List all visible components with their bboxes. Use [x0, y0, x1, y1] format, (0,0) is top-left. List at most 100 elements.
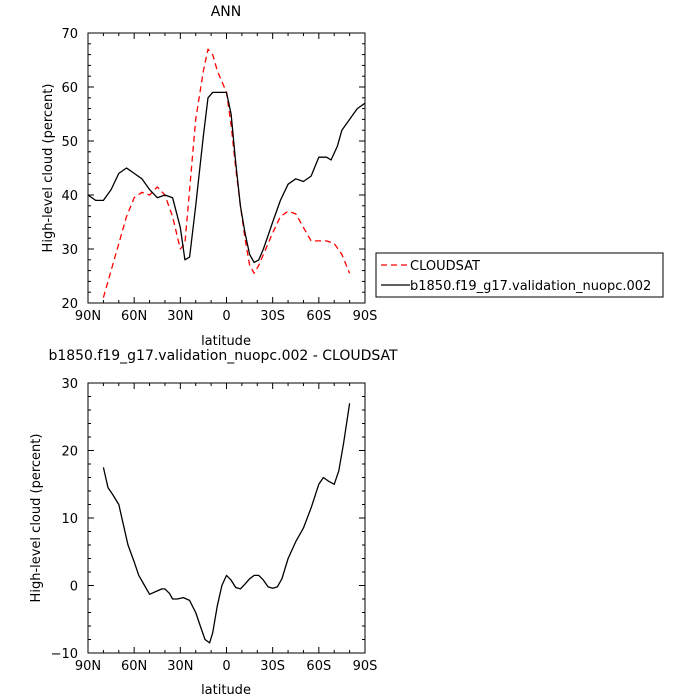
bottom-chart-series-0-point — [342, 442, 345, 445]
bottom-chart-series-0-point — [137, 574, 140, 577]
bottom-chart-series-0-point — [302, 527, 305, 530]
top-chart-y-tick-label: 50 — [61, 135, 78, 150]
top-chart-series-1-point — [294, 177, 297, 180]
bottom-chart-series-0-point — [225, 574, 228, 577]
top-chart-series-0-point — [294, 212, 297, 215]
bottom-chart-frame — [87, 382, 366, 654]
bottom-chart-x-tick-label: 60N — [121, 659, 147, 674]
bottom-chart-series-0-point — [160, 587, 163, 590]
top-chart-series-1-point — [340, 129, 343, 132]
bottom-chart-series-0-point — [142, 582, 145, 585]
top-chart-series-1-point — [133, 172, 136, 175]
top-chart-series-1-point — [271, 221, 274, 224]
top-chart-x-tick-label: 30S — [260, 309, 285, 324]
legend: CLOUDSAT b1850.f19_g17.validation_nuopc.… — [375, 252, 664, 298]
bottom-chart-y-tick-label: 20 — [61, 445, 78, 460]
bottom-chart-series-0-point — [171, 598, 174, 601]
top-chart-series-0-point — [262, 253, 265, 256]
top-chart-series-1-point — [94, 199, 97, 202]
bottom-chart-x-tick-label: 30N — [167, 659, 193, 674]
bottom-chart-series-0-point — [322, 476, 325, 479]
bottom-chart-series-0-point — [122, 523, 125, 526]
top-chart-series-1-point — [336, 145, 339, 148]
bottom-chart-series-0-point — [294, 540, 297, 543]
bottom-chart-series-0-point — [248, 577, 251, 580]
bottom-chart-series-0-point — [168, 592, 171, 595]
bottom-chart: b1850.f19_g17.validation_nuopc.002 - CLO… — [29, 348, 398, 698]
top-chart-series-1-point — [156, 196, 159, 199]
top-chart-series-0-point — [133, 196, 136, 199]
top-chart-series-1-point — [330, 158, 333, 161]
bottom-chart-x-tick-label: 90N — [75, 659, 101, 674]
bottom-chart-y-tick-label: 30 — [61, 377, 78, 392]
top-chart-x-axis-label: latitude — [201, 334, 251, 349]
bottom-chart-y-axis-label: High-level cloud (percent) — [29, 434, 44, 603]
top-chart-x-tick-label: 60N — [121, 309, 147, 324]
bottom-chart-x-tick-label: 60S — [306, 659, 331, 674]
top-chart-series-0-point — [257, 264, 260, 267]
top-chart-x-tick-label: 90N — [75, 309, 101, 324]
legend-box — [375, 252, 664, 298]
top-chart-series-1-point — [279, 199, 282, 202]
top-chart-y-tick-label: 20 — [61, 297, 78, 312]
top-chart-series-1-point — [179, 226, 182, 229]
bottom-chart-series-0-point — [234, 586, 237, 589]
bottom-chart-series-0-point — [337, 469, 340, 472]
top-chart-series-1-point — [117, 172, 120, 175]
bottom-chart-series-0-point — [317, 483, 320, 486]
bottom-chart-series-0-point — [163, 587, 166, 590]
bottom-chart-y-tick-label: −10 — [51, 647, 78, 662]
bottom-chart-series-0-point — [287, 557, 290, 560]
bottom-chart-title: b1850.f19_g17.validation_nuopc.002 - CLO… — [48, 348, 398, 364]
bottom-chart-series-0-point — [107, 486, 110, 489]
top-chart-series-1-point — [102, 199, 105, 202]
legend-label-cloudsat: CLOUDSAT — [410, 259, 480, 274]
top-chart-series-1-point — [230, 113, 233, 116]
bottom-chart-series-0-point — [194, 611, 197, 614]
bottom-chart-y-tick-label: 0 — [70, 580, 78, 595]
top-chart-series-1-point — [356, 107, 359, 110]
bottom-chart-series-0-point — [182, 596, 185, 599]
top-chart-series-0-point — [110, 269, 113, 272]
top-chart-series-0-point — [310, 239, 313, 242]
top-chart-series-0-point — [207, 48, 210, 51]
top-chart-series-1-point — [171, 196, 174, 199]
top-chart-series-0-point — [202, 69, 205, 72]
top-chart-title: ANN — [211, 4, 242, 20]
top-chart-series-1-point — [325, 156, 328, 159]
top-chart-x-tick-label: 30N — [167, 309, 193, 324]
top-chart-series-1-point — [310, 175, 313, 178]
top-chart-series-0-point — [188, 188, 191, 191]
top-chart-series-1-point — [125, 167, 128, 170]
top-chart-series-0-point — [267, 242, 270, 245]
top-chart-series-0-point — [117, 242, 120, 245]
bottom-chart-series-0-point — [211, 631, 214, 634]
top-chart-series-1-point — [243, 231, 246, 234]
bottom-chart-series-0-point — [176, 598, 179, 601]
top-chart-series-1-point — [267, 234, 270, 237]
bottom-chart-series-0-point — [117, 503, 120, 506]
bottom-chart-series-0-point — [257, 574, 260, 577]
top-chart-series-0-point — [179, 248, 182, 251]
top-chart-plot-area: 90N 60N 30N 0 30S 60S 90S 20 30 40 50 60 70 — [61, 27, 377, 324]
top-chart-series-line-0 — [102, 48, 351, 298]
bottom-chart-series-0-point — [203, 638, 206, 641]
bottom-chart-plot-area: 90N 60N 30N 0 30S 60S 90S −10 0 10 20 30 — [51, 377, 378, 674]
top-chart-series-0-point — [148, 194, 151, 197]
bottom-chart-series-0-point — [148, 593, 151, 596]
legend-label-model: b1850.f19_g17.validation_nuopc.002 — [410, 279, 651, 294]
top-chart-series-1-point — [287, 183, 290, 186]
top-chart-series-1-point — [253, 261, 256, 264]
bottom-chart-series-0-point — [243, 583, 246, 586]
top-chart-series-1-point — [317, 156, 320, 159]
bottom-chart-x-tick-label: 30S — [260, 659, 285, 674]
top-chart-series-1-point — [234, 161, 237, 164]
top-chart-series-1-point — [163, 194, 166, 197]
top-chart-series-0-point — [102, 296, 105, 299]
bottom-chart-series-0-point — [267, 585, 270, 588]
top-chart-series-1-point — [148, 188, 151, 191]
top-chart-series-1-point — [364, 102, 367, 105]
top-chart-series-1-point — [87, 194, 90, 197]
top-chart-series-0-point — [302, 226, 305, 229]
top-chart-series-0-point — [194, 118, 197, 121]
